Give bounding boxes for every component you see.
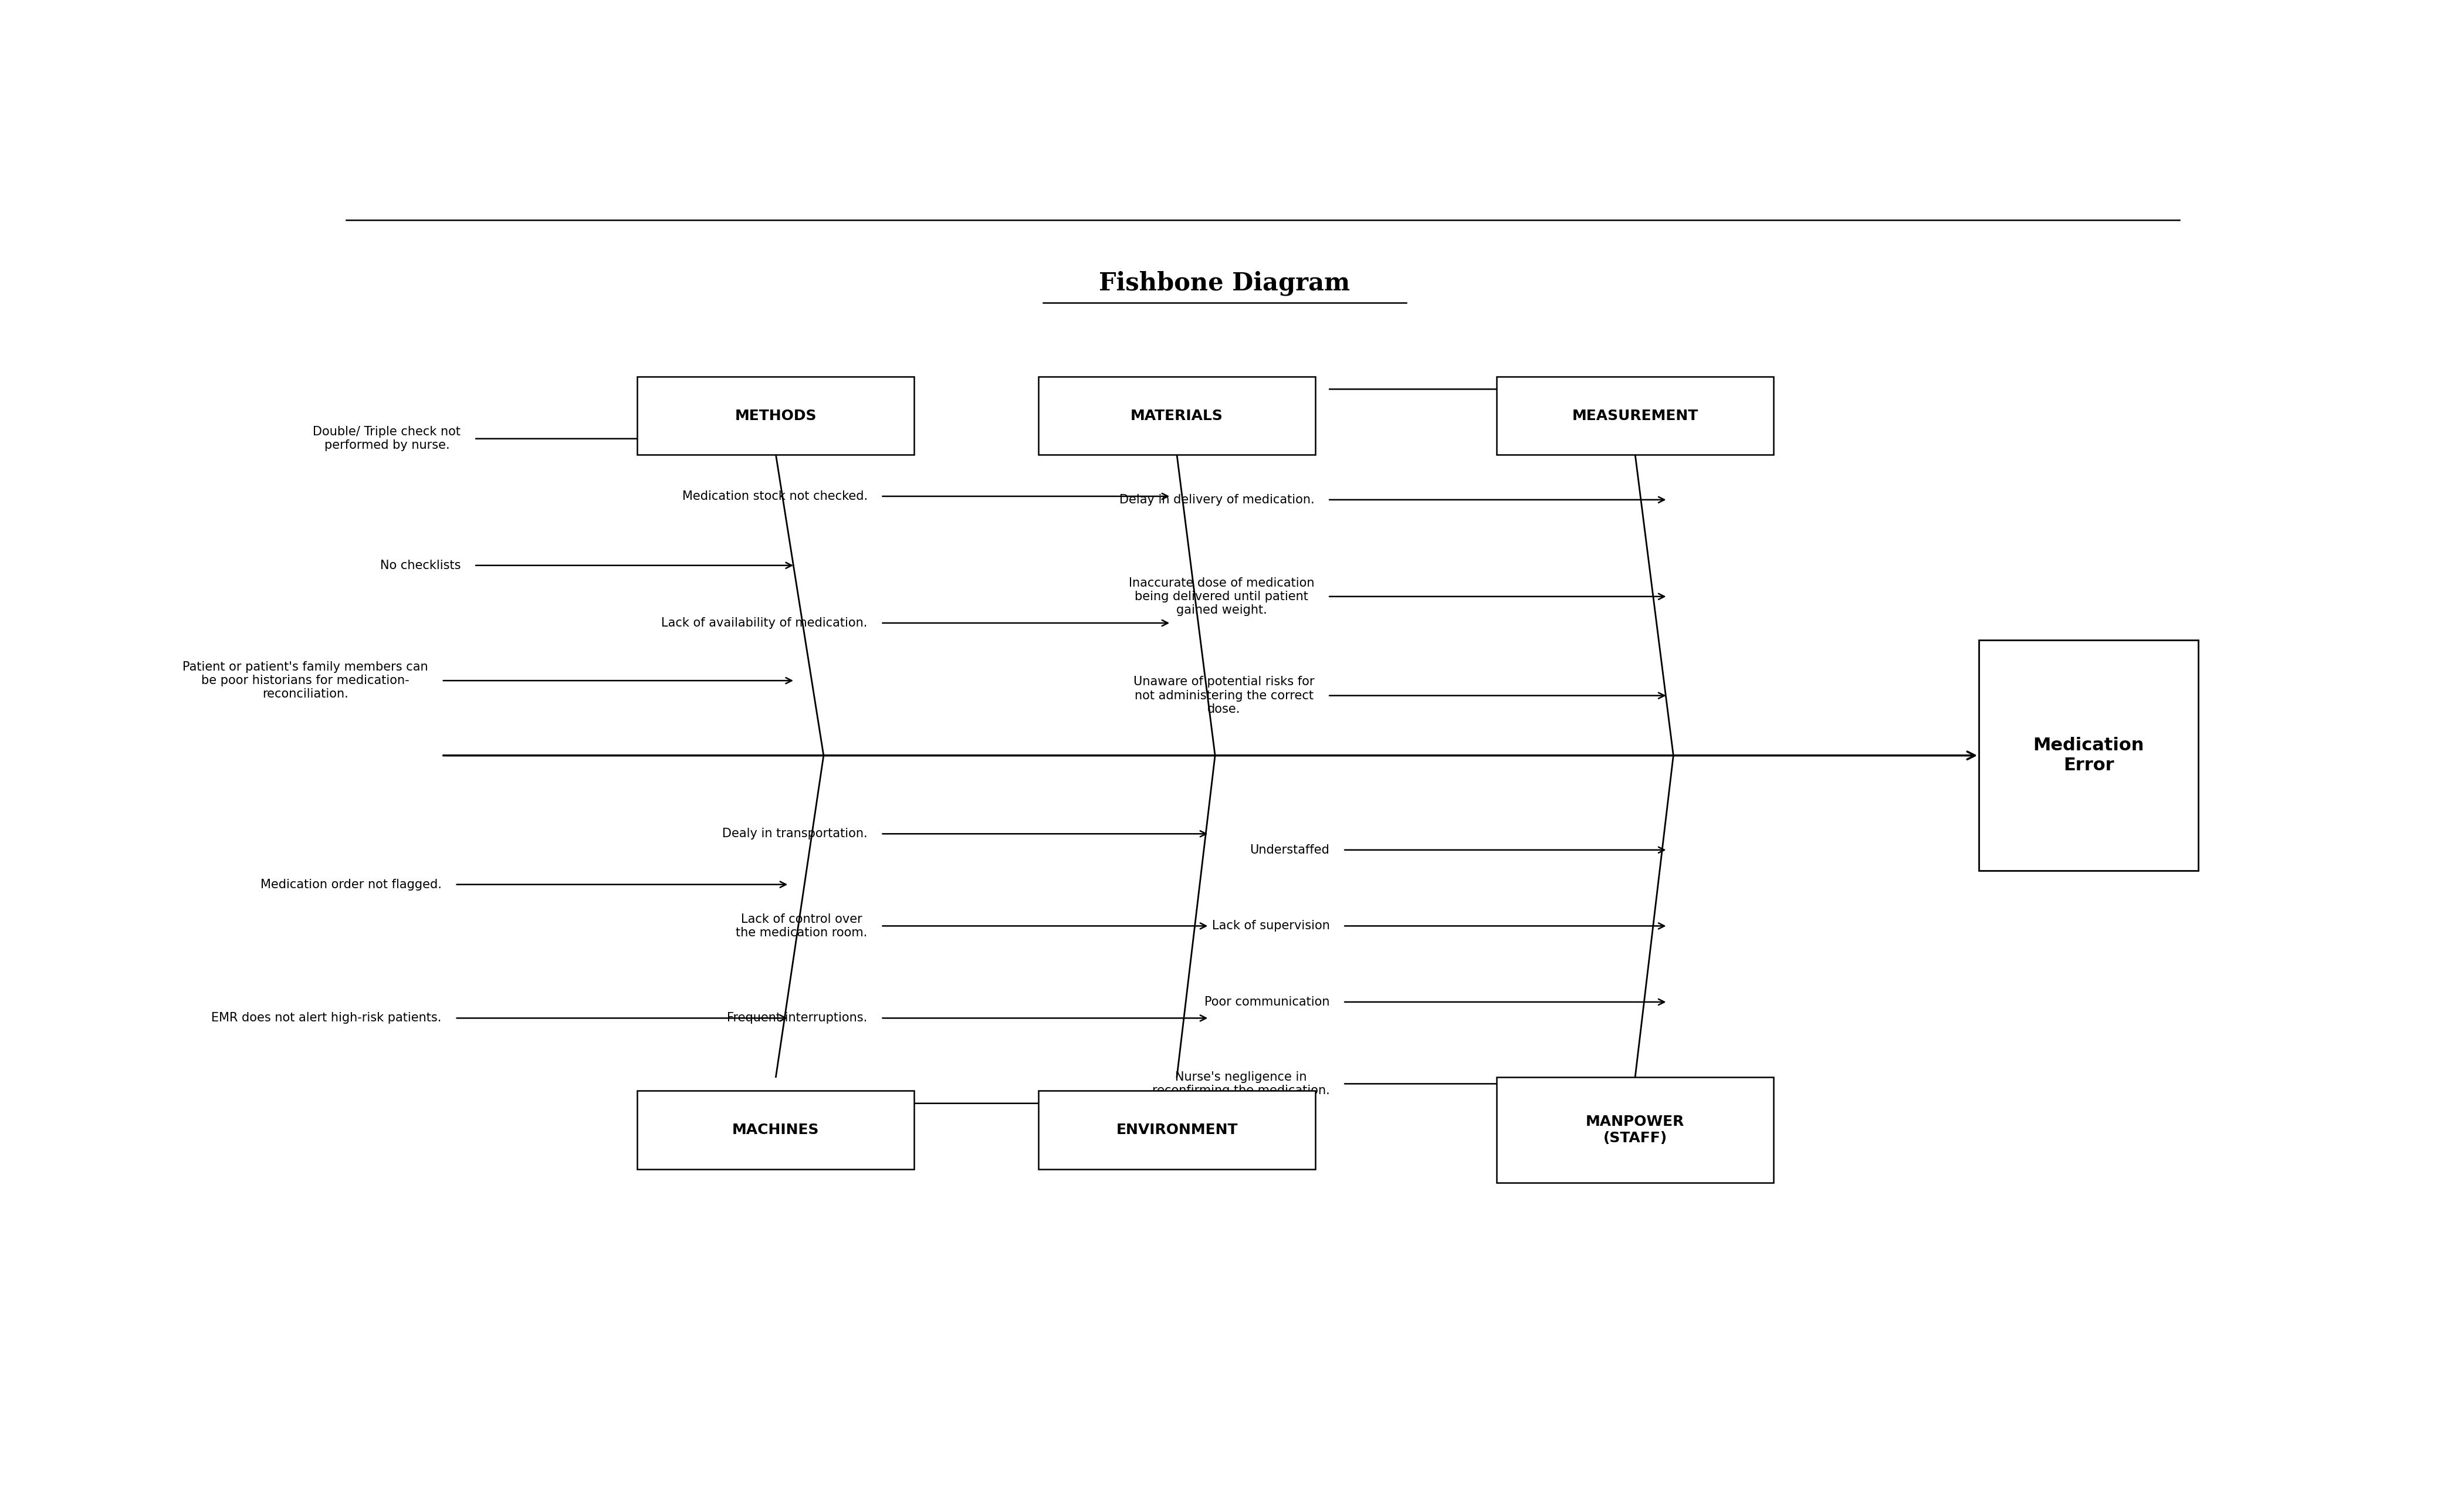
Text: Inaccurate dose of medication
being delivered until patient
gained weight.: Inaccurate dose of medication being deli… <box>1129 577 1313 616</box>
Text: MATERIALS: MATERIALS <box>1131 408 1222 423</box>
Text: Delay in delivery of medication.: Delay in delivery of medication. <box>1119 494 1313 506</box>
Text: Patient or patient's family members can
be poor historians for medication-
recon: Patient or patient's family members can … <box>182 661 429 700</box>
Text: Poor communication: Poor communication <box>1205 996 1331 1008</box>
Text: ENVIRONMENT: ENVIRONMENT <box>1116 1123 1237 1137</box>
Text: Medication stock not checked.: Medication stock not checked. <box>683 491 867 503</box>
Text: Lack of availability of medication.: Lack of availability of medication. <box>660 618 867 628</box>
Text: Double/ Triple check not
performed by nurse.: Double/ Triple check not performed by nu… <box>313 426 461 452</box>
Text: MACHINES: MACHINES <box>732 1123 821 1137</box>
Text: Nurse's negligence in
reconfirming the medication.: Nurse's negligence in reconfirming the m… <box>1153 1071 1331 1097</box>
Text: EMR does not alert high-risk patients.: EMR does not alert high-risk patients. <box>212 1013 441 1023</box>
Text: Understaffed: Understaffed <box>1249 844 1331 856</box>
Text: Lack of control over
the medication room.: Lack of control over the medication room… <box>737 913 867 938</box>
Text: Medication order not flagged.: Medication order not flagged. <box>261 878 441 890</box>
Text: Medication
Error: Medication Error <box>2033 738 2144 773</box>
Bar <box>1496 377 1774 455</box>
Text: Unaware of potential risks for
not administering the correct
dose.: Unaware of potential risks for not admin… <box>1133 676 1313 715</box>
Bar <box>1037 377 1316 455</box>
Text: Lack of supervision: Lack of supervision <box>1212 920 1331 932</box>
Text: Frequent interruptions.: Frequent interruptions. <box>727 1013 867 1023</box>
Text: Dealy in transportation.: Dealy in transportation. <box>722 827 867 839</box>
Bar <box>1979 640 2198 871</box>
Bar <box>638 1091 914 1168</box>
Text: Busy office: Busy office <box>801 1098 867 1109</box>
Bar <box>638 377 914 455</box>
Text: MEASUREMENT: MEASUREMENT <box>1572 408 1698 423</box>
Bar <box>1496 1077 1774 1183</box>
Text: Fishbone Diagram: Fishbone Diagram <box>1099 271 1350 296</box>
Text: METHODS: METHODS <box>734 408 816 423</box>
Text: No checklists: No checklists <box>379 560 461 571</box>
Bar <box>1037 1091 1316 1168</box>
Text: No standard medication
administration time: No standard medication administration ti… <box>1168 377 1313 402</box>
Text: MANPOWER
(STAFF): MANPOWER (STAFF) <box>1587 1115 1685 1144</box>
